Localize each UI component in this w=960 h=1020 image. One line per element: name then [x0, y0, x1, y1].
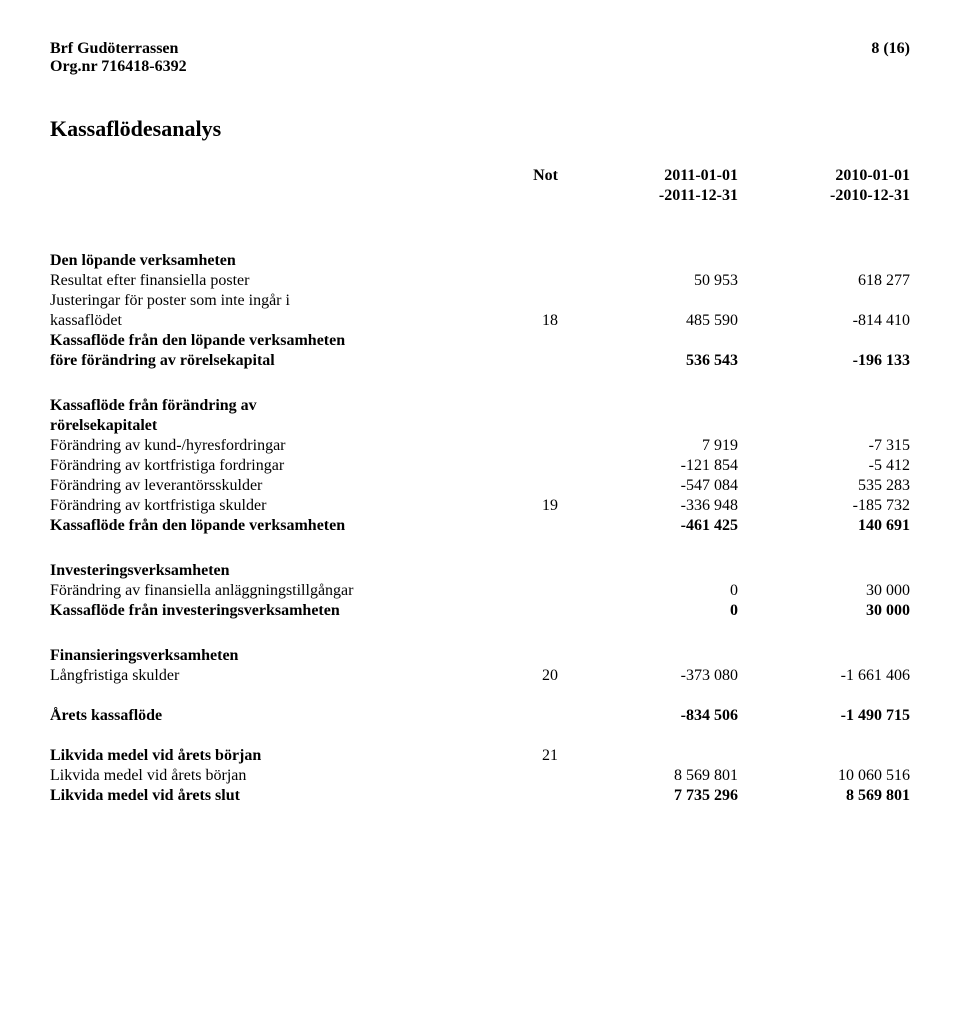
table-row: Justeringar för poster som inte ingår i	[50, 291, 910, 311]
table-row: före förändring av rörelsekapital 536 54…	[50, 351, 910, 371]
table-row: Långfristiga skulder 20 -373 080 -1 661 …	[50, 666, 910, 686]
page-title: Kassaflödesanalys	[50, 116, 910, 142]
col-b-header-1: 2010-01-01	[738, 166, 910, 186]
org-number: Org.nr 716418-6392	[50, 58, 187, 76]
org-block: Brf Gudöterrassen Org.nr 716418-6392	[50, 40, 187, 76]
cashflow-table: Not 2011-01-01 2010-01-01 -2011-12-31 -2…	[50, 166, 910, 806]
org-name: Brf Gudöterrassen	[50, 40, 187, 58]
col-note-header: Not	[497, 166, 566, 186]
table-row: Likvida medel vid årets slut 7 735 296 8…	[50, 786, 910, 806]
table-row: Förändring av kortfristiga fordringar -1…	[50, 456, 910, 476]
table-row: Förändring av kortfristiga skulder 19 -3…	[50, 496, 910, 516]
table-row: Förändring av kund-/hyresfordringar 7 91…	[50, 436, 910, 456]
table-row: Årets kassaflöde -834 506 -1 490 715	[50, 706, 910, 726]
table-row: Kassaflöde från den löpande verksamheten	[50, 331, 910, 351]
table-row: Resultat efter finansiella poster 50 953…	[50, 271, 910, 291]
table-row: kassaflödet 18 485 590 -814 410	[50, 311, 910, 331]
section-heading: Den löpande verksamheten	[50, 246, 910, 271]
page-number: 8 (16)	[871, 40, 910, 58]
column-header-row-2: -2011-12-31 -2010-12-31	[50, 186, 910, 206]
column-header-row-1: Not 2011-01-01 2010-01-01	[50, 166, 910, 186]
section-heading: rörelsekapitalet	[50, 416, 910, 436]
section-heading: Kassaflöde från förändring av	[50, 391, 910, 416]
col-b-header-2: -2010-12-31	[738, 186, 910, 206]
table-row: Likvida medel vid årets början 8 569 801…	[50, 766, 910, 786]
table-row: Förändring av leverantörsskulder -547 08…	[50, 476, 910, 496]
page-header: Brf Gudöterrassen Org.nr 716418-6392 8 (…	[50, 40, 910, 76]
table-row: Kassaflöde från den löpande verksamheten…	[50, 516, 910, 536]
table-row: Förändring av finansiella anläggningstil…	[50, 581, 910, 601]
table-row: Kassaflöde från investeringsverksamheten…	[50, 601, 910, 621]
col-a-header-1: 2011-01-01	[566, 166, 738, 186]
table-row: Likvida medel vid årets början 21	[50, 746, 910, 766]
col-a-header-2: -2011-12-31	[566, 186, 738, 206]
section-heading: Finansieringsverksamheten	[50, 641, 910, 666]
section-heading: Investeringsverksamheten	[50, 556, 910, 581]
